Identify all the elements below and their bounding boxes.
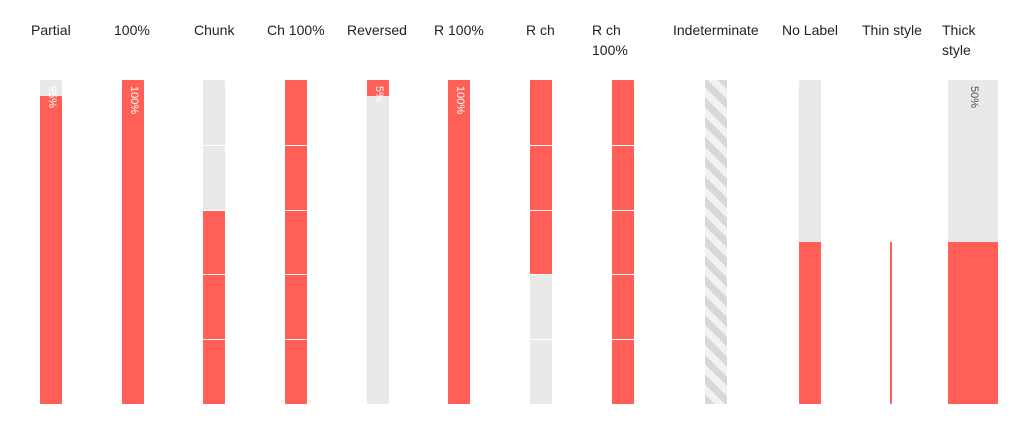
progress-fill — [612, 80, 634, 404]
progress-label-100: 100% — [114, 22, 150, 38]
progress-bar-reversed: 5% — [367, 80, 389, 404]
chunk-separator — [612, 209, 634, 211]
progress-value-text: 5% — [373, 86, 385, 102]
progress-value-text: 95% — [46, 86, 58, 109]
progress-bar-partial: 95% — [40, 80, 62, 404]
progress-bar-r-ch-100 — [612, 80, 634, 404]
chunk-separator — [203, 274, 225, 276]
chunk-separator — [285, 339, 307, 341]
progress-label-partial: Partial — [31, 22, 71, 38]
progress-bar-thin-style — [890, 80, 892, 404]
chunk-separator — [285, 144, 307, 146]
progress-label-thick-style: Thick style — [942, 22, 976, 58]
chunk-separator — [612, 339, 634, 341]
progress-fill — [367, 80, 389, 97]
progress-bar-r-ch — [530, 80, 552, 404]
chunk-separator — [203, 209, 225, 211]
progress-value-text: 100% — [454, 86, 466, 115]
progress-bar-no-label — [799, 80, 821, 404]
progress-bar-ch-100 — [285, 80, 307, 404]
chunk-separator — [612, 144, 634, 146]
progress-label-thin-style: Thin style — [862, 22, 922, 38]
chunk-separator — [285, 209, 307, 211]
chunk-separator — [285, 274, 307, 276]
progress-fill — [203, 209, 225, 404]
indeterminate-stripes — [705, 80, 727, 404]
progress-fill — [890, 242, 892, 404]
progress-label-reversed: Reversed — [347, 22, 407, 38]
progress-value-text: 100% — [128, 86, 140, 115]
progress-label-r-ch-100: R ch 100% — [592, 22, 628, 58]
progress-bar-thick-style: 50% — [948, 80, 998, 404]
progress-value-text: 50% — [968, 86, 980, 109]
progress-fill — [285, 80, 307, 404]
progress-bar-100: 100% — [122, 80, 144, 404]
progress-fill — [122, 80, 144, 404]
chunk-separator — [203, 144, 225, 146]
chunk-separator — [203, 339, 225, 341]
progress-label-r-ch: R ch — [526, 22, 555, 38]
progress-label-no-label: No Label — [782, 22, 839, 38]
progress-fill — [448, 80, 470, 404]
progress-label-chunk: Chunk — [194, 22, 235, 38]
progress-bar-r-100: 100% — [448, 80, 470, 404]
progress-bar-chunk — [203, 80, 225, 404]
chunk-separator — [530, 209, 552, 211]
progress-bar-indeterminate — [705, 80, 727, 404]
chunk-separator — [530, 274, 552, 276]
progress-label-r-100: R 100% — [434, 22, 484, 38]
chunk-separator — [612, 274, 634, 276]
progress-fill — [40, 96, 62, 404]
progress-fill — [948, 242, 998, 404]
progress-label-indeterminate: Indeterminate — [673, 22, 759, 38]
progress-fill — [799, 242, 821, 404]
chunk-separator — [530, 339, 552, 341]
chunk-separator — [530, 144, 552, 146]
progress-fill — [530, 80, 552, 275]
progress-label-ch-100: Ch 100% — [267, 22, 325, 38]
